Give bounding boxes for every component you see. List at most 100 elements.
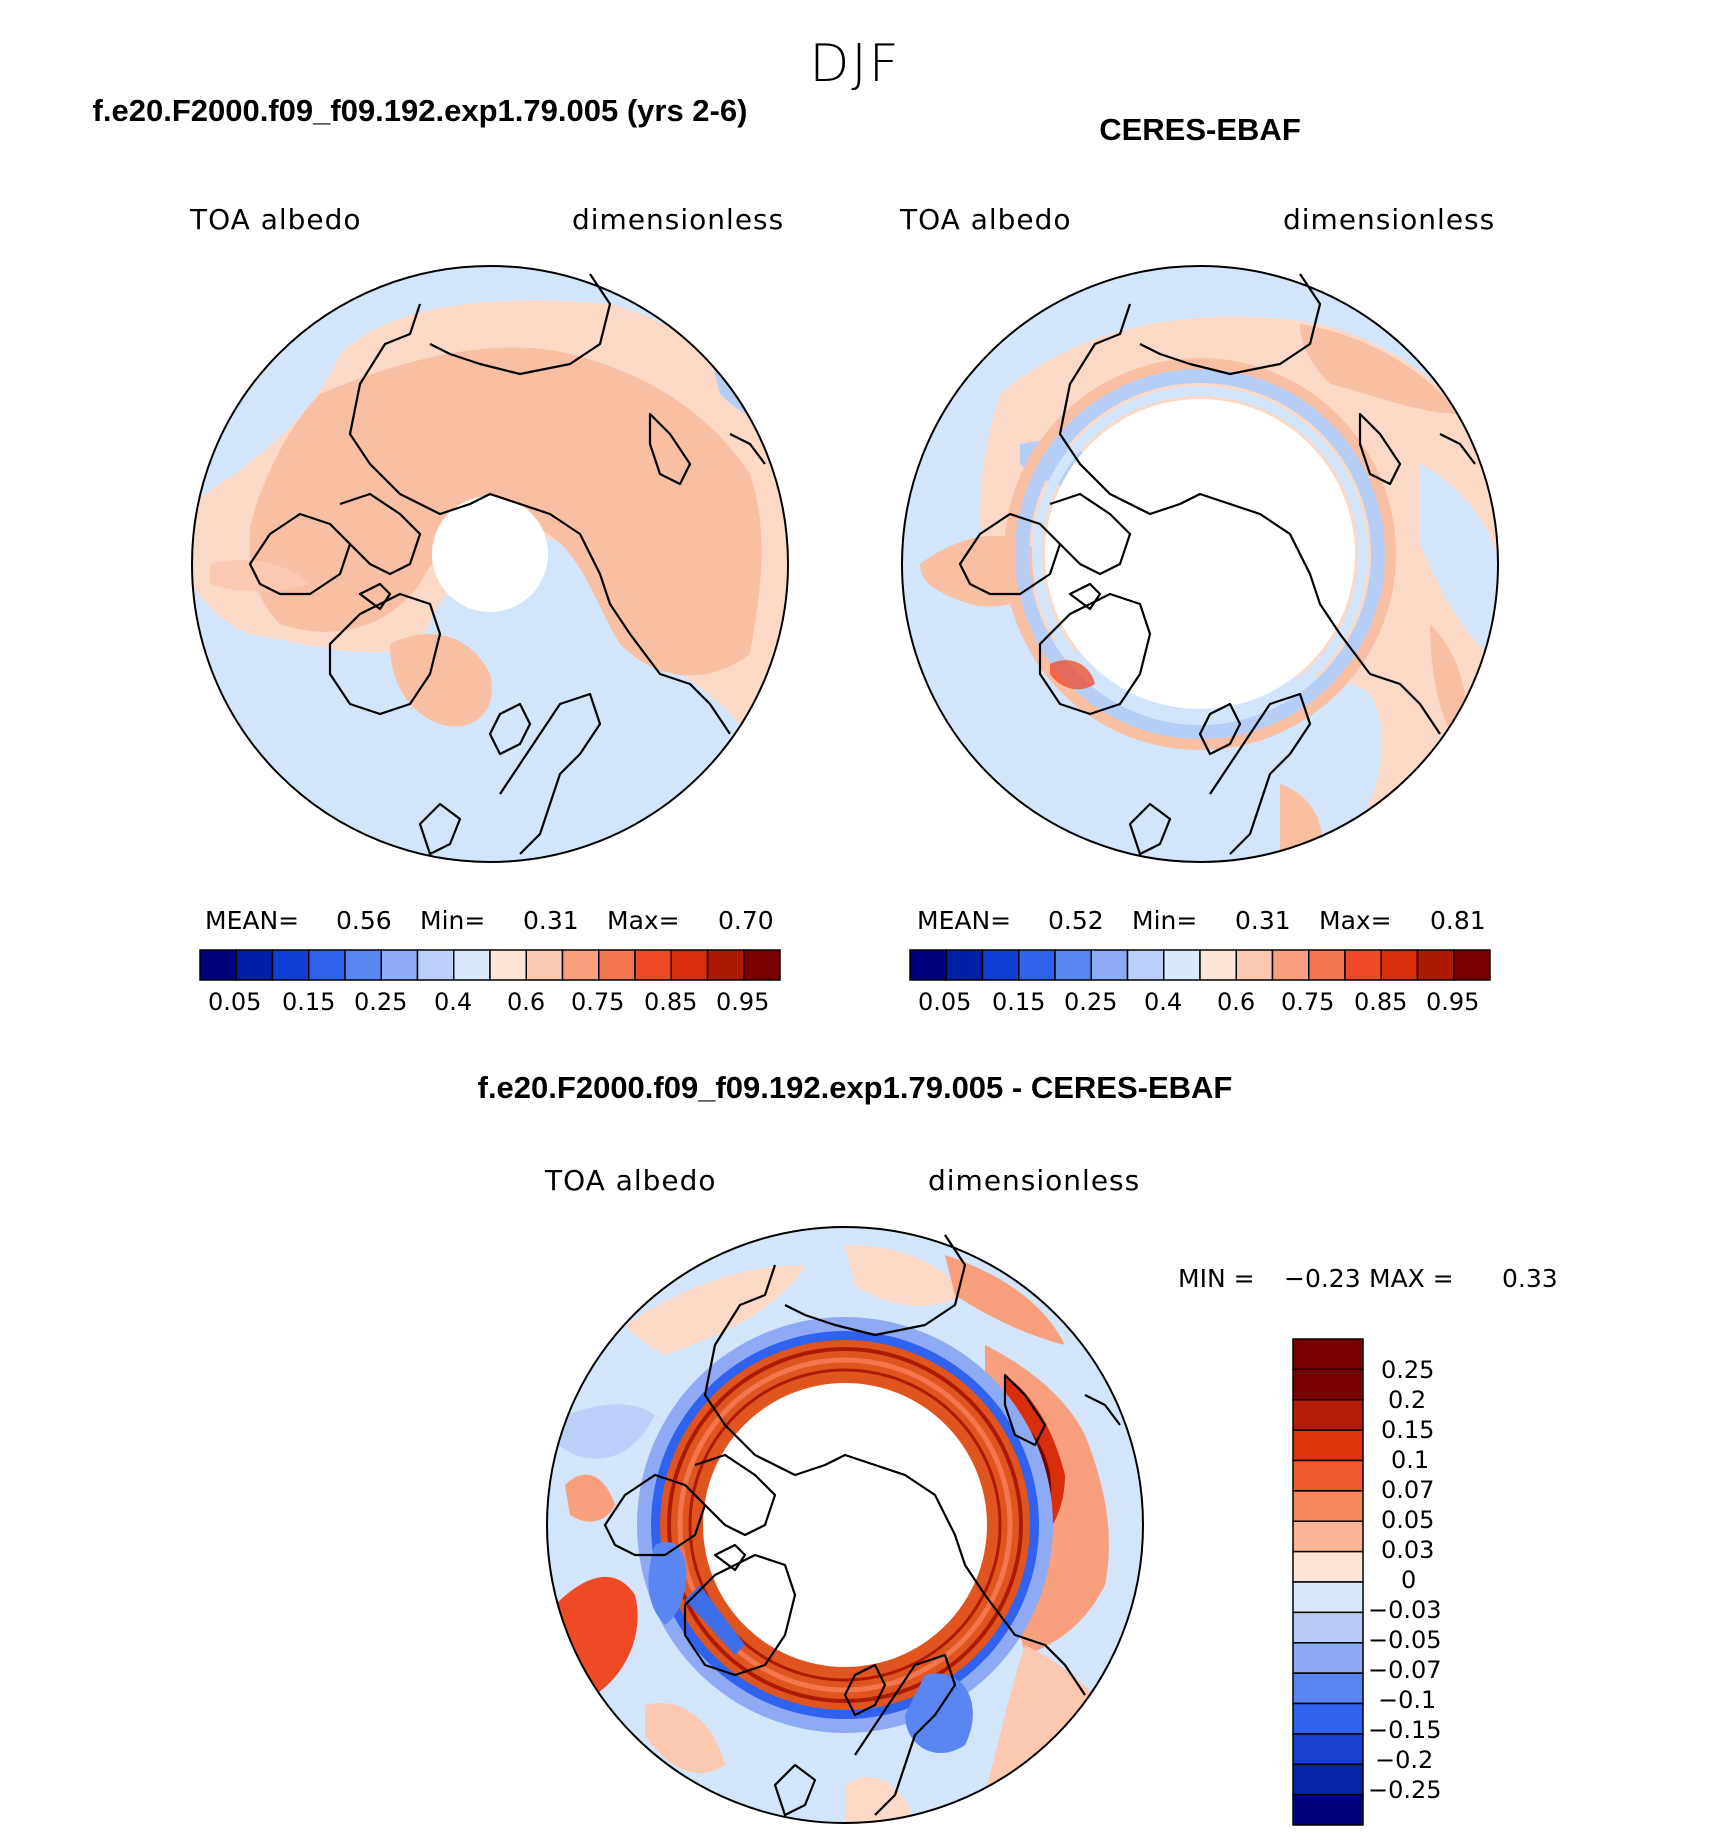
colorbar-swatch: [743, 949, 781, 981]
obs-colorbar-tick: 0.15: [992, 988, 1046, 1016]
colorbar-swatch: [1292, 1459, 1364, 1492]
model-units-label: dimensionless: [572, 203, 785, 236]
diff-colorbar-tick: −0.03: [1368, 1596, 1442, 1624]
obs-min-label: Min=: [1132, 906, 1198, 935]
model-colorbar-tick: 0.25: [354, 988, 408, 1016]
diff-max-value: 0.33: [1502, 1264, 1558, 1293]
diff-colorbar-tick: 0.1: [1391, 1446, 1430, 1474]
colorbar-swatch: [235, 949, 274, 981]
model-mean-label: MEAN=: [205, 906, 300, 935]
obs-colorbar-tick: 0.25: [1064, 988, 1118, 1016]
obs-colorbar-tick: 0.6: [1217, 988, 1256, 1016]
colorbar-swatch: [1292, 1763, 1364, 1796]
colorbar-swatch: [271, 949, 310, 981]
diff-colorbar-tick: 0: [1401, 1566, 1417, 1594]
colorbar-swatch: [525, 949, 564, 981]
colorbar-swatch: [1292, 1429, 1364, 1462]
colorbar-swatch: [344, 949, 382, 981]
obs-colorbar-tick: 0.95: [1426, 988, 1480, 1016]
diff-polar-map: [546, 1226, 1144, 1824]
obs-colorbar-tick: 0.4: [1144, 988, 1183, 1016]
colorbar-swatch: [380, 949, 419, 981]
colorbar-swatch: [1308, 949, 1346, 981]
colorbar-swatch: [909, 949, 947, 981]
colorbar-swatch: [1292, 1702, 1364, 1735]
model-colorbar-tick: 0.15: [282, 988, 336, 1016]
colorbar-swatch: [453, 949, 491, 981]
model-colorbar-tick: 0.4: [434, 988, 473, 1016]
colorbar-swatch: [1292, 1368, 1364, 1401]
colorbar-swatch: [706, 949, 745, 981]
model-min-label: Min=: [420, 906, 486, 935]
obs-units-label: dimensionless: [1283, 203, 1496, 236]
diff-colorbar-tick: 0.07: [1381, 1476, 1435, 1504]
diff-colorbar-tick: −0.1: [1378, 1686, 1437, 1714]
diff-colorbar-tick: 0.15: [1381, 1416, 1435, 1444]
colorbar-swatch: [308, 949, 346, 981]
obs-polar-map: [901, 265, 1499, 863]
diff-colorbar-tick: −0.25: [1368, 1776, 1442, 1804]
obs-mean-label: MEAN=: [917, 906, 1012, 935]
diff-colorbar-tick: −0.07: [1368, 1656, 1442, 1684]
diff-colorbar: [1292, 1338, 1364, 1826]
diff-colorbar-tick: 0.2: [1388, 1386, 1427, 1414]
model-colorbar-tick: 0.75: [571, 988, 625, 1016]
colorbar-swatch: [1453, 949, 1491, 981]
colorbar-swatch: [945, 949, 984, 981]
colorbar-swatch: [1163, 949, 1201, 981]
diff-min-value: −0.23: [1284, 1264, 1361, 1293]
colorbar-swatch: [1090, 949, 1129, 981]
colorbar-swatch: [670, 949, 709, 981]
colorbar-swatch: [1126, 949, 1165, 981]
model-max-label: Max=: [607, 906, 680, 935]
diff-max-label: MAX =: [1369, 1264, 1454, 1293]
model-max-value: 0.70: [718, 906, 774, 935]
diff-units-label: dimensionless: [928, 1164, 1141, 1197]
obs-variable-label: TOA albedo: [900, 203, 1072, 236]
model-colorbar-tick: 0.95: [716, 988, 770, 1016]
obs-max-label: Max=: [1319, 906, 1392, 935]
colorbar-swatch: [1292, 1733, 1364, 1765]
colorbar-swatch: [1380, 949, 1419, 981]
colorbar-swatch: [1292, 1490, 1364, 1522]
model-colorbar-tick: 0.6: [507, 988, 546, 1016]
model-variable-label: TOA albedo: [190, 203, 362, 236]
colorbar-swatch: [561, 949, 600, 981]
colorbar-swatch: [1416, 949, 1455, 981]
diff-colorbar-tick: 0.03: [1381, 1536, 1435, 1564]
model-colorbar: [199, 949, 781, 981]
obs-colorbar: [909, 949, 1491, 981]
obs-min-value: 0.31: [1235, 906, 1291, 935]
colorbar-swatch: [1292, 1338, 1364, 1371]
colorbar-swatch: [1292, 1793, 1364, 1826]
colorbar-swatch: [1235, 949, 1274, 981]
colorbar-swatch: [634, 949, 672, 981]
colorbar-swatch: [1199, 949, 1237, 981]
diff-min-label: MIN =: [1178, 1264, 1255, 1293]
diff-colorbar-tick: −0.05: [1368, 1626, 1442, 1654]
colorbar-swatch: [1292, 1399, 1364, 1431]
colorbar-swatch: [1054, 949, 1092, 981]
obs-colorbar-tick: 0.75: [1281, 988, 1335, 1016]
colorbar-swatch: [1018, 949, 1056, 981]
colorbar-swatch: [1292, 1581, 1364, 1614]
obs-max-value: 0.81: [1430, 906, 1486, 935]
colorbar-swatch: [1292, 1672, 1364, 1705]
obs-colorbar-tick: 0.05: [918, 988, 972, 1016]
colorbar-swatch: [598, 949, 636, 981]
colorbar-swatch: [1292, 1520, 1364, 1553]
colorbar-swatch: [981, 949, 1020, 981]
model-colorbar-tick: 0.85: [644, 988, 698, 1016]
diff-colorbar-tick: 0.25: [1381, 1356, 1435, 1384]
obs-mean-value: 0.52: [1048, 906, 1104, 935]
diff-colorbar-tick: −0.15: [1368, 1716, 1442, 1744]
obs-panel-title: CERES-EBAF: [1099, 112, 1301, 147]
colorbar-swatch: [1292, 1611, 1364, 1644]
colorbar-swatch: [1271, 949, 1310, 981]
colorbar-swatch: [1344, 949, 1382, 981]
model-polar-map: [191, 265, 789, 863]
colorbar-swatch: [1292, 1642, 1364, 1674]
diff-panel-title: f.e20.F2000.f09_f09.192.exp1.79.005 - CE…: [477, 1070, 1233, 1105]
obs-colorbar-tick: 0.85: [1354, 988, 1408, 1016]
season-title: DJF: [809, 34, 901, 94]
